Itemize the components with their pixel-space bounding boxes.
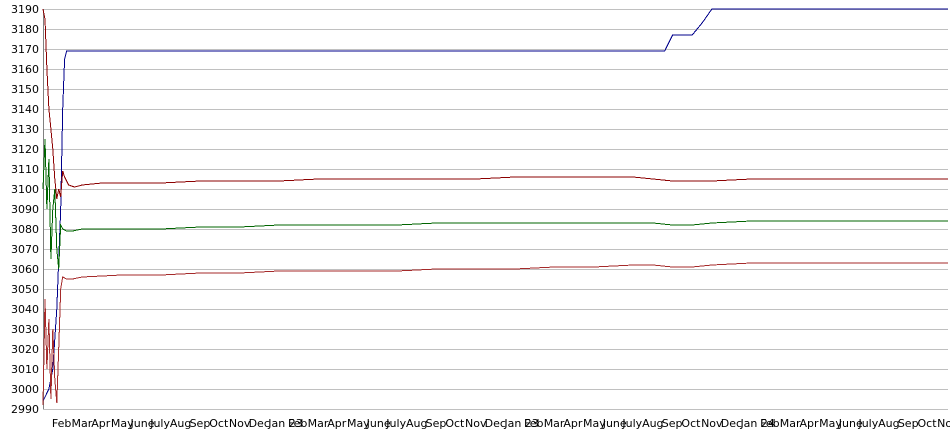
x-tick-label: Dec xyxy=(249,417,270,430)
x-tick-label: July xyxy=(149,417,170,430)
x-tick-label: Sep xyxy=(426,417,447,430)
x-tick-label: June xyxy=(130,417,155,430)
x-tick-label: Nov xyxy=(229,417,251,430)
x-tick-label: Feb xyxy=(288,417,307,430)
x-tick-label: Feb xyxy=(52,417,71,430)
y-tick-label: 3110 xyxy=(11,163,39,176)
x-tick-label: June xyxy=(602,417,627,430)
x-tick-label: Oct xyxy=(209,417,229,430)
x-tick-label: Oct xyxy=(445,417,465,430)
x-tick-label: Feb xyxy=(760,417,779,430)
x-tick-label: Feb xyxy=(524,417,543,430)
x-tick-label: June xyxy=(366,417,391,430)
x-tick-label: Dec xyxy=(485,417,506,430)
y-tick-label: 3040 xyxy=(11,303,39,316)
grid xyxy=(43,9,948,410)
x-tick-label: Apr xyxy=(327,417,347,430)
y-tick-label: 3060 xyxy=(11,263,39,276)
y-tick-label: 3000 xyxy=(11,383,39,396)
x-tick-label: July xyxy=(385,417,406,430)
y-tick-label: 3160 xyxy=(11,63,39,76)
y-tick-label: 3090 xyxy=(11,203,39,216)
x-tick-label: Jan 23 xyxy=(503,417,538,430)
y-tick-label: 3170 xyxy=(11,43,39,56)
x-tick-label: Apr xyxy=(799,417,819,430)
y-tick-label: 3140 xyxy=(11,103,39,116)
x-tick-label: Nov xyxy=(465,417,487,430)
y-tick-label: 2990 xyxy=(11,403,39,416)
y-tick-label: 3190 xyxy=(11,3,39,16)
y-tick-label: 3030 xyxy=(11,323,39,336)
x-tick-label: July xyxy=(621,417,642,430)
y-tick-label: 3150 xyxy=(11,83,39,96)
x-tick-label: Aug xyxy=(170,417,191,430)
y-tick-label: 3100 xyxy=(11,183,39,196)
x-tick-label: Oct xyxy=(681,417,701,430)
x-tick-label: May xyxy=(111,417,134,430)
y-axis-tick-labels: 3190 3180 3170 3160 3150 3140 3130 3120 3110 3100… xyxy=(11,3,39,416)
x-tick-label: Sep xyxy=(662,417,683,430)
x-tick-label: Jan 24 xyxy=(739,417,774,430)
x-tick-label: Oct xyxy=(918,417,938,430)
series-line-3 xyxy=(42,138,948,270)
y-tick-label: 3180 xyxy=(11,23,39,36)
x-tick-label: July xyxy=(857,417,878,430)
y-tick-label: 3080 xyxy=(11,223,39,236)
x-tick-label: May xyxy=(583,417,606,430)
series-line-2 xyxy=(42,8,948,200)
x-tick-label: Sep xyxy=(898,417,919,430)
x-tick-label: May xyxy=(347,417,370,430)
x-tick-label: Mar xyxy=(780,417,801,430)
x-tick-label: Sep xyxy=(190,417,211,430)
x-tick-label: Dec xyxy=(721,417,742,430)
y-tick-label: 3070 xyxy=(11,243,39,256)
x-tick-label: Nov xyxy=(701,417,723,430)
series-line-4 xyxy=(42,262,948,406)
x-tick-label: Mar xyxy=(308,417,329,430)
y-tick-label: 3010 xyxy=(11,363,39,376)
x-tick-label: Apr xyxy=(563,417,583,430)
x-tick-label: Apr xyxy=(91,417,111,430)
x-tick-label: Mar xyxy=(544,417,565,430)
series-line-1 xyxy=(42,8,948,402)
x-tick-label: Aug xyxy=(406,417,427,430)
y-tick-label: 3050 xyxy=(11,283,39,296)
x-tick-label: Aug xyxy=(878,417,899,430)
x-tick-label: Jan 23 xyxy=(267,417,302,430)
x-tick-label: May xyxy=(819,417,842,430)
y-tick-label: 3130 xyxy=(11,123,39,136)
x-tick-label: Aug xyxy=(642,417,663,430)
y-tick-label: 3020 xyxy=(11,343,39,356)
x-tick-label: Mar xyxy=(72,417,93,430)
x-tick-label: June xyxy=(838,417,863,430)
y-tick-label: 3120 xyxy=(11,143,39,156)
x-tick-label: Nov xyxy=(937,417,950,430)
series-lines xyxy=(42,8,948,406)
